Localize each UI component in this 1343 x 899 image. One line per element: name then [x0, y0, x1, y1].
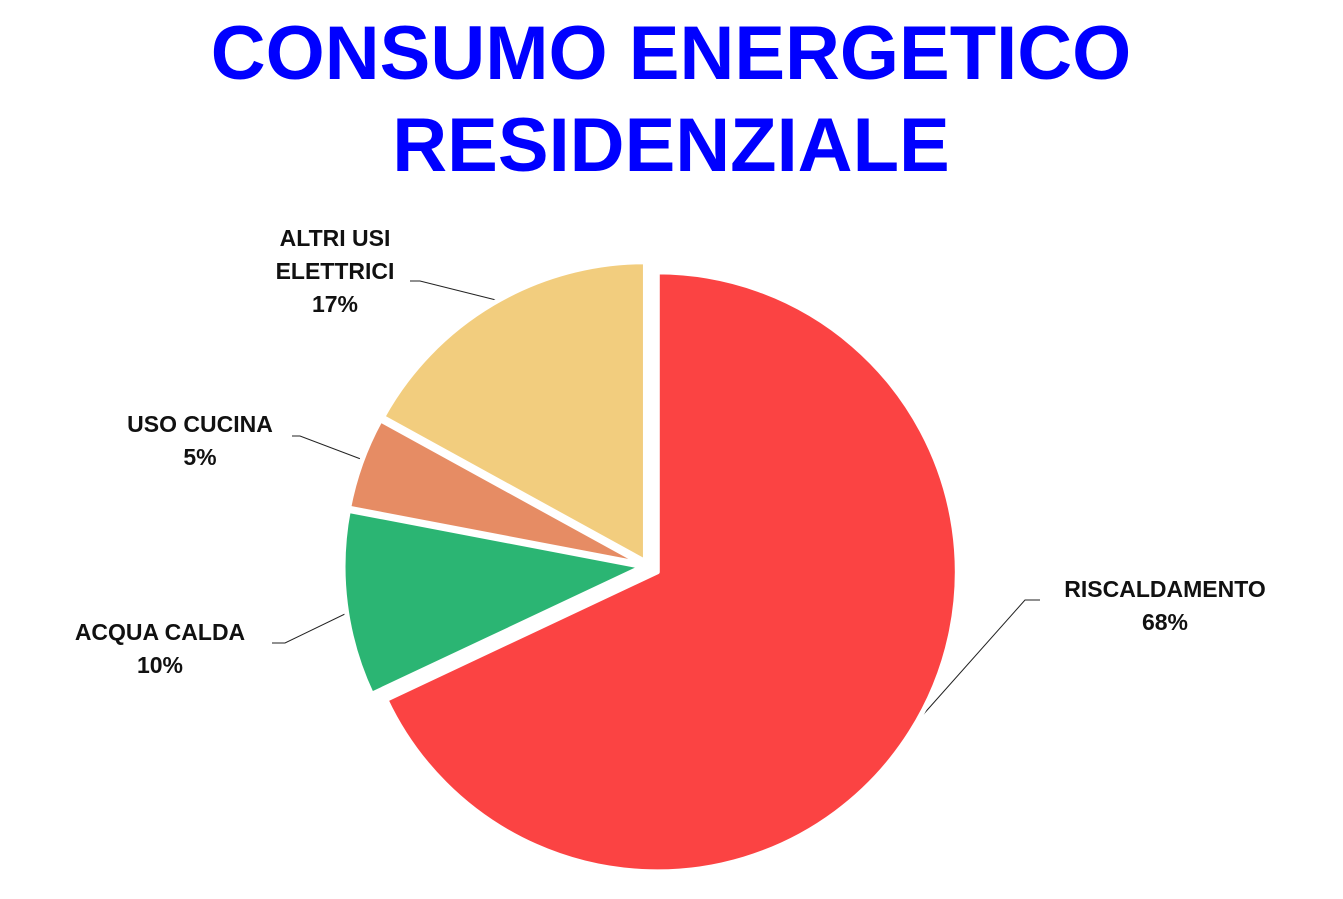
chart-title: CONSUMO ENERGETICO RESIDENZIALE: [210, 11, 1132, 188]
leader-line: [410, 280, 497, 301]
slice-label: ACQUA CALDA 10%: [30, 616, 290, 682]
category-label: USO CUCINA: [127, 411, 273, 437]
category-label: RISCALDAMENTO: [1064, 576, 1266, 602]
leader-line: [904, 599, 1040, 736]
slice-label: ALTRI USI ELETTRICI 17%: [245, 222, 425, 321]
slice-label: RISCALDAMENTO 68%: [1015, 573, 1315, 639]
pie-slice: [340, 507, 646, 697]
pie-slice: [383, 269, 960, 875]
slice-label: USO CUCINA 5%: [80, 408, 320, 474]
value-label: 17%: [311, 291, 359, 317]
pie-slice: [380, 259, 648, 565]
value-label: 10%: [136, 652, 184, 678]
leader-line: [292, 435, 367, 462]
category-label: ALTRI USI ELETTRICI: [275, 225, 395, 284]
pie-slice: [346, 417, 646, 567]
value-label: 5%: [183, 444, 217, 470]
value-label: 68%: [1141, 609, 1189, 635]
category-label: ACQUA CALDA: [74, 619, 246, 645]
